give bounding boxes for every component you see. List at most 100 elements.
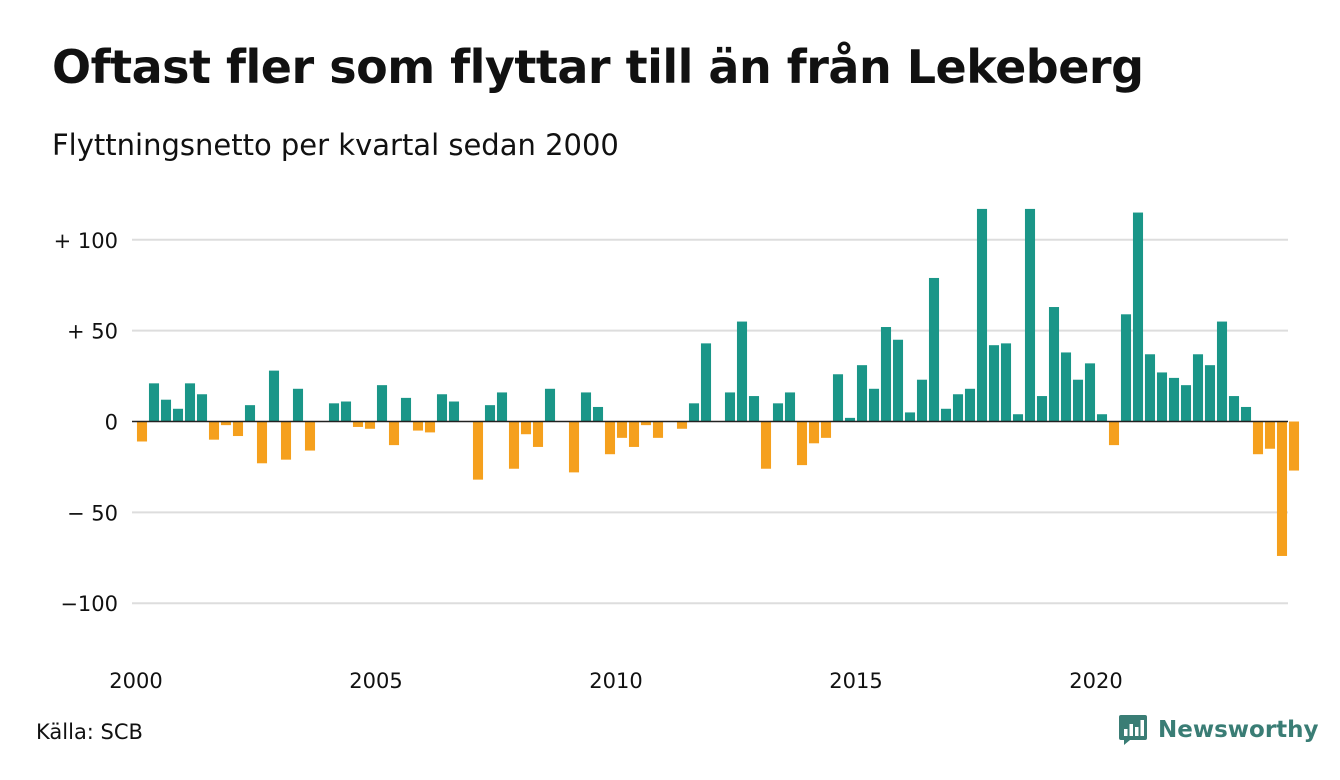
bar-2007-q4[interactable] <box>508 421 520 469</box>
bar-2015-q1[interactable] <box>856 365 868 422</box>
bar-2009-q2[interactable] <box>580 392 592 422</box>
bar-2017-q2[interactable] <box>964 388 976 422</box>
bar-2001-q1[interactable] <box>184 383 196 422</box>
bar-2011-q4[interactable] <box>700 343 712 422</box>
bar-2010-q3[interactable] <box>640 421 652 426</box>
bar-2001-q4[interactable] <box>220 421 232 426</box>
bar-2009-q3[interactable] <box>592 406 604 422</box>
x-tick-label: 2015 <box>829 669 882 693</box>
bar-2013-q2[interactable] <box>772 403 784 422</box>
bar-2007-q3[interactable] <box>496 392 508 422</box>
bar-2006-q1[interactable] <box>424 421 436 433</box>
bar-2008-q1[interactable] <box>520 421 532 435</box>
bar-2008-q3[interactable] <box>544 388 556 422</box>
bar-2015-q4[interactable] <box>892 339 904 422</box>
bar-2014-q1[interactable] <box>808 421 820 444</box>
bar-2016-q4[interactable] <box>940 408 952 422</box>
bar-2005-q2[interactable] <box>388 421 400 446</box>
bar-2009-q4[interactable] <box>604 421 616 455</box>
bar-2023-q1[interactable] <box>1240 406 1252 422</box>
bar-2023-q2[interactable] <box>1252 421 1264 455</box>
bar-2018-q4[interactable] <box>1036 396 1048 422</box>
bar-2004-q3[interactable] <box>352 421 364 427</box>
bar-2015-q2[interactable] <box>868 388 880 422</box>
bar-2017-q1[interactable] <box>952 394 964 422</box>
x-tick-label: 2020 <box>1069 669 1122 693</box>
bar-2022-q4[interactable] <box>1228 396 1240 422</box>
bar-2002-q4[interactable] <box>268 370 280 422</box>
bar-2011-q2[interactable] <box>676 421 688 429</box>
bar-2002-q3[interactable] <box>256 421 268 464</box>
x-tick-label: 2005 <box>349 669 402 693</box>
bar-2018-q1[interactable] <box>1000 343 1012 422</box>
bar-2013-q1[interactable] <box>760 421 772 469</box>
bar-2012-q3[interactable] <box>736 321 748 422</box>
bar-2003-q1[interactable] <box>280 421 292 460</box>
bar-2000-q2[interactable] <box>148 383 160 422</box>
bar-2005-q3[interactable] <box>400 397 412 422</box>
bar-2011-q3[interactable] <box>688 403 700 422</box>
bar-2014-q3[interactable] <box>832 374 844 422</box>
bar-2001-q3[interactable] <box>208 421 220 440</box>
bar-2002-q1[interactable] <box>232 421 244 437</box>
bar-2000-q4[interactable] <box>172 408 184 422</box>
bar-2000-q1[interactable] <box>136 421 148 442</box>
newsworthy-logo[interactable]: Newsworthy <box>1118 712 1319 748</box>
bar-2020-q4[interactable] <box>1132 212 1144 422</box>
bar-2021-q4[interactable] <box>1180 385 1192 422</box>
bar-2018-q3[interactable] <box>1024 208 1036 422</box>
bar-2013-q4[interactable] <box>796 421 808 466</box>
bar-2012-q4[interactable] <box>748 396 760 422</box>
bar-2018-q2[interactable] <box>1012 414 1024 422</box>
y-tick-label: + 50 <box>67 320 118 344</box>
bar-2019-q1[interactable] <box>1048 307 1060 422</box>
bar-2019-q4[interactable] <box>1084 363 1096 422</box>
bar-2002-q2[interactable] <box>244 405 256 422</box>
bar-2009-q1[interactable] <box>568 421 580 473</box>
bar-2007-q1[interactable] <box>472 421 484 480</box>
bar-2017-q4[interactable] <box>988 345 1000 422</box>
bar-2010-q2[interactable] <box>628 421 640 447</box>
bar-2022-q1[interactable] <box>1192 354 1204 422</box>
bar-2023-q4[interactable] <box>1276 421 1288 556</box>
bar-2019-q3[interactable] <box>1072 379 1084 422</box>
bar-2004-q2[interactable] <box>340 401 352 422</box>
bar-2006-q3[interactable] <box>448 401 460 422</box>
bar-2006-q2[interactable] <box>436 394 448 422</box>
bar-2020-q1[interactable] <box>1096 414 1108 422</box>
bar-2024-q1[interactable] <box>1288 421 1300 471</box>
bar-2014-q2[interactable] <box>820 421 832 438</box>
bar-2004-q4[interactable] <box>364 421 376 429</box>
bar-2015-q3[interactable] <box>880 327 892 422</box>
bar-2010-q4[interactable] <box>652 421 664 438</box>
bar-2008-q2[interactable] <box>532 421 544 447</box>
bar-2021-q1[interactable] <box>1144 354 1156 422</box>
bar-2003-q3[interactable] <box>304 421 316 451</box>
bar-2023-q3[interactable] <box>1264 421 1276 449</box>
bar-2022-q3[interactable] <box>1216 321 1228 422</box>
bar-2003-q2[interactable] <box>292 388 304 422</box>
bar-2005-q4[interactable] <box>412 421 424 431</box>
bar-2020-q2[interactable] <box>1108 421 1120 446</box>
bar-2022-q2[interactable] <box>1204 365 1216 422</box>
bar-2021-q2[interactable] <box>1156 372 1168 422</box>
bar-2007-q2[interactable] <box>484 405 496 422</box>
bar-2000-q3[interactable] <box>160 399 172 422</box>
bar-2012-q2[interactable] <box>724 392 736 422</box>
bar-2017-q3[interactable] <box>976 208 988 422</box>
bar-2001-q2[interactable] <box>196 394 208 422</box>
axes: + 100 + 50 0 − 50 −100 2000 2005 2010 2015 2020 <box>54 229 1288 693</box>
bar-2010-q1[interactable] <box>616 421 628 438</box>
bar-2013-q3[interactable] <box>784 392 796 422</box>
y-tick-label: 0 <box>105 411 118 435</box>
bar-2016-q3[interactable] <box>928 277 940 422</box>
source-note: Källa: SCB <box>36 720 143 744</box>
bar-2020-q3[interactable] <box>1120 314 1132 422</box>
bar-2021-q3[interactable] <box>1168 377 1180 422</box>
bar-2004-q1[interactable] <box>328 403 340 422</box>
bar-2014-q4[interactable] <box>844 417 856 422</box>
bar-2019-q2[interactable] <box>1060 352 1072 422</box>
bar-2016-q2[interactable] <box>916 379 928 422</box>
bar-2005-q1[interactable] <box>376 385 388 422</box>
bar-2016-q1[interactable] <box>904 412 916 422</box>
